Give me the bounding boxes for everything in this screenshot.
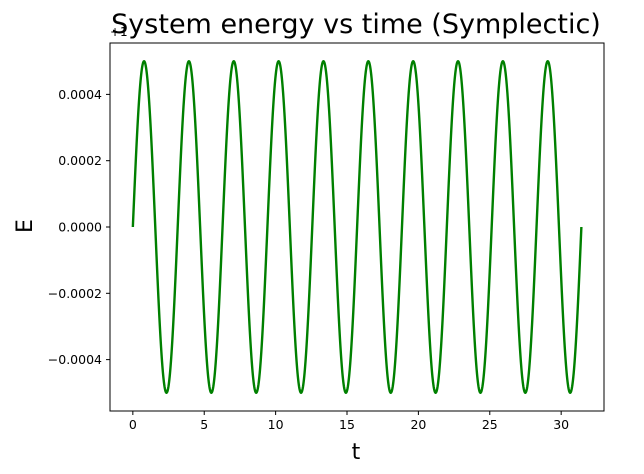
series-line-energy bbox=[131, 60, 583, 394]
x-tick-label: 25 bbox=[482, 417, 498, 432]
y-offset-label: +1 bbox=[110, 25, 128, 39]
y-tick-label: 0.0000 bbox=[58, 220, 102, 235]
series-layer bbox=[131, 60, 583, 394]
y-tick-label: −0.0004 bbox=[48, 352, 102, 367]
x-axis-label: t bbox=[352, 440, 361, 465]
x-tick-label: 30 bbox=[553, 417, 569, 432]
y-tick-label: 0.0002 bbox=[58, 153, 102, 168]
x-tick-label: 0 bbox=[129, 417, 137, 432]
x-tick-label: 20 bbox=[410, 417, 426, 432]
x-tick-label: 5 bbox=[200, 417, 208, 432]
y-axis-label: E bbox=[13, 219, 38, 233]
x-tick-label: 15 bbox=[339, 417, 355, 432]
x-tick-label: 10 bbox=[268, 417, 284, 432]
y-tick-label: 0.0004 bbox=[58, 87, 102, 102]
y-tick-label: −0.0002 bbox=[48, 286, 102, 301]
chart-title: System energy vs time (Symplectic) bbox=[111, 9, 601, 40]
y-axis: −0.0004 −0.0002 0.0000 0.0002 0.0004 bbox=[48, 87, 110, 367]
x-axis: 0 5 10 15 20 25 30 bbox=[129, 411, 569, 432]
